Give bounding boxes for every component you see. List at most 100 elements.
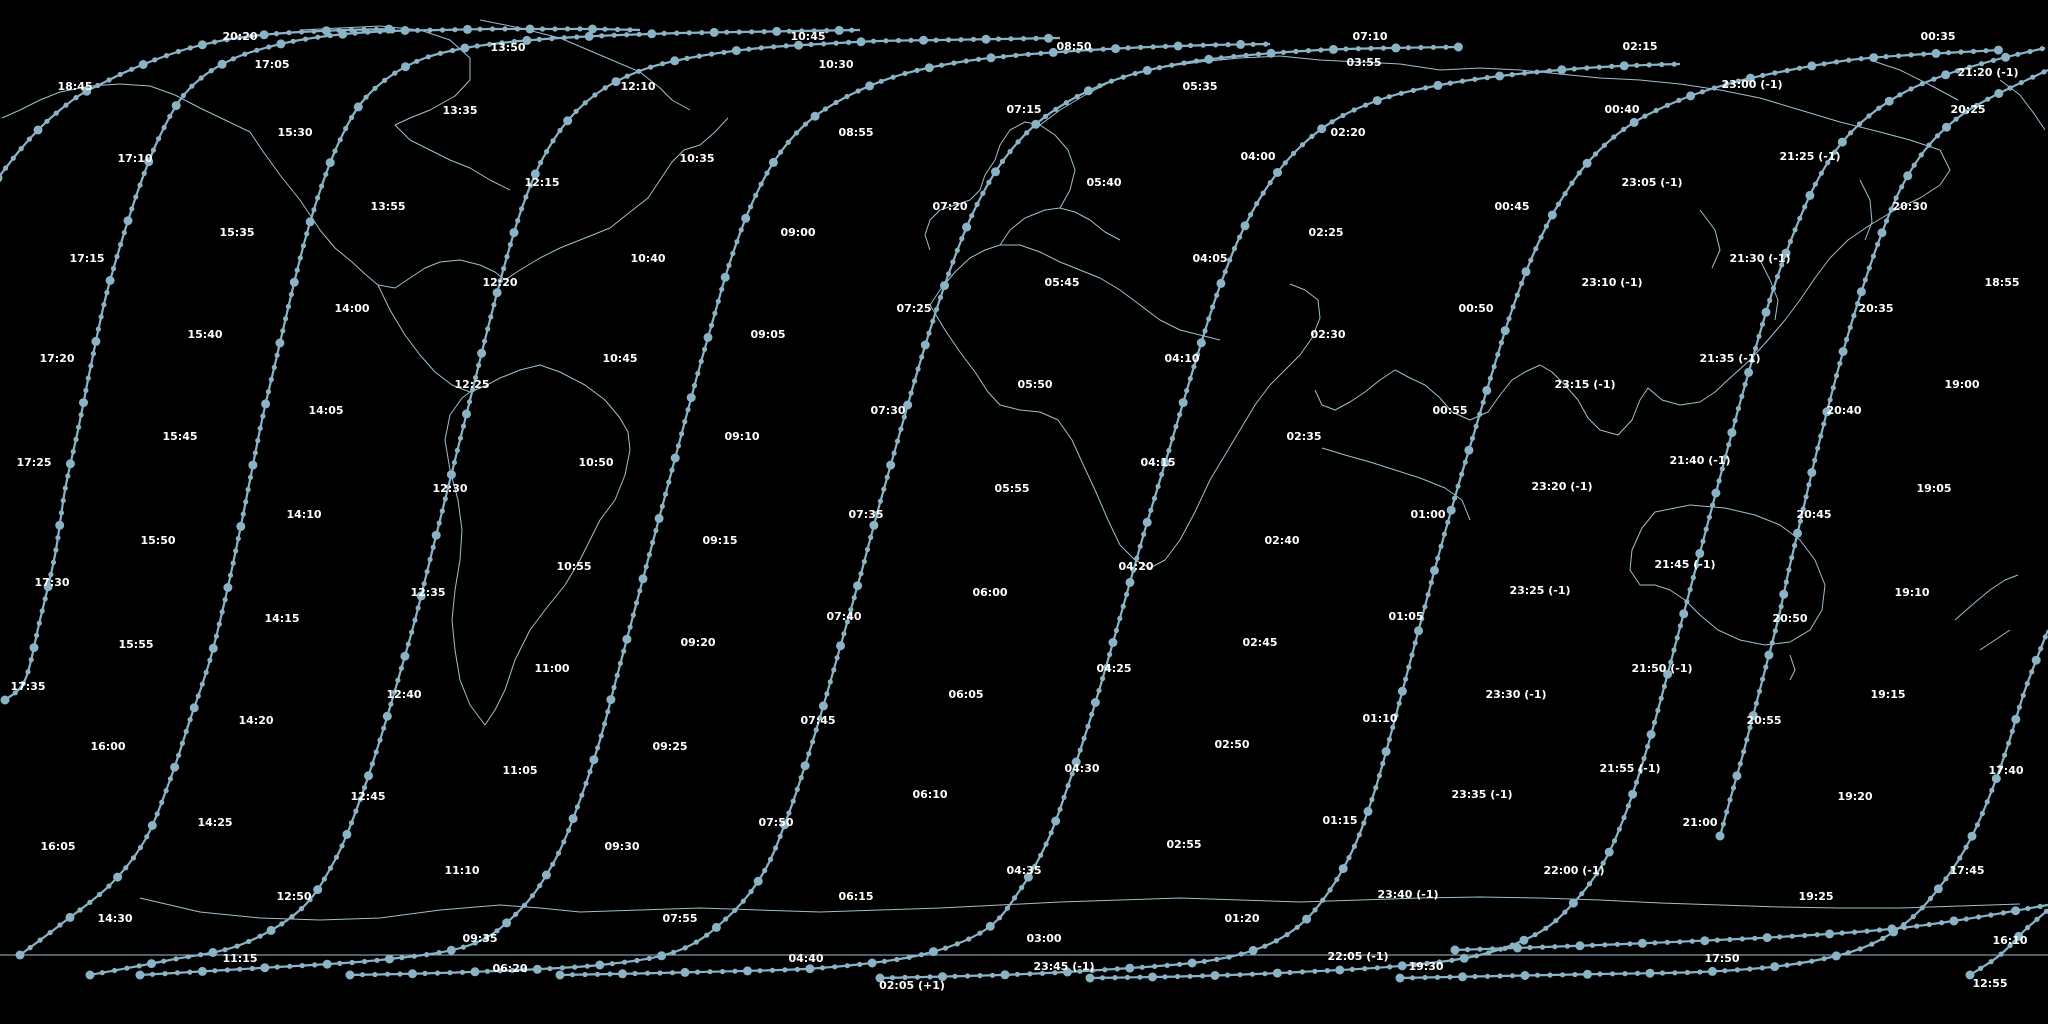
track-marker-minor	[321, 876, 327, 882]
track-marker-minor	[1627, 941, 1633, 947]
track-marker-minor	[946, 271, 952, 277]
track-marker-major	[1381, 747, 1391, 757]
track-marker-minor	[1396, 700, 1402, 706]
track-marker-minor	[1539, 944, 1546, 950]
track-marker-minor	[1806, 482, 1812, 488]
track-marker-minor	[1495, 351, 1501, 358]
track-marker-minor	[491, 302, 497, 308]
track-marker-minor	[633, 600, 640, 606]
time-label: 02:15	[1622, 40, 1657, 53]
track-marker-minor	[724, 29, 730, 35]
track-marker-minor	[1533, 246, 1539, 252]
track-marker-major	[595, 960, 605, 970]
track-marker-minor	[233, 548, 239, 554]
track-marker-minor	[552, 26, 558, 32]
track-marker-minor	[1918, 152, 1924, 158]
track-marker-minor	[1199, 973, 1206, 979]
track-marker-minor	[257, 933, 263, 939]
time-label: 21:50 (-1)	[1631, 662, 1692, 675]
track-marker-minor	[1866, 113, 1872, 119]
track-marker-minor	[1102, 967, 1108, 973]
track-marker-major	[768, 157, 778, 167]
coastline	[469, 364, 631, 451]
track-marker-minor	[1419, 616, 1425, 622]
track-marker-minor	[1833, 373, 1840, 379]
track-marker-minor	[289, 914, 295, 920]
track-marker-minor	[1797, 518, 1803, 524]
track-marker-minor	[1019, 885, 1025, 891]
track-marker-major	[1744, 367, 1754, 377]
track-marker-minor	[279, 921, 285, 927]
track-marker-minor	[599, 33, 605, 39]
time-label: 21:35 (-1)	[1699, 352, 1760, 365]
track-marker-minor	[219, 609, 225, 615]
track-marker-minor	[1000, 54, 1007, 60]
track-marker-minor	[392, 70, 398, 76]
track-marker-minor	[255, 437, 261, 444]
track-marker-minor	[952, 973, 958, 979]
coastline	[1394, 364, 1541, 421]
track-marker-minor	[1642, 113, 1648, 119]
track-marker-minor	[794, 786, 800, 793]
time-label: 23:00 (-1)	[1721, 78, 1782, 91]
track-marker-minor	[1779, 262, 1785, 268]
track-marker-minor	[1497, 973, 1503, 979]
track-marker-minor	[337, 137, 343, 143]
time-label: 08:50	[1056, 40, 1091, 53]
track-marker-minor	[2007, 85, 2013, 91]
time-label: 12:20	[482, 276, 517, 289]
track-marker-minor	[1770, 285, 1777, 292]
track-marker-minor	[1477, 411, 1483, 417]
track-marker-minor	[1048, 830, 1054, 836]
track-marker-minor	[1767, 297, 1773, 303]
track-marker-major	[492, 288, 502, 298]
coastline	[299, 25, 471, 126]
track-marker-major	[1993, 45, 2003, 55]
track-marker-minor	[1784, 67, 1790, 74]
time-label: 14:05	[308, 404, 343, 417]
track-marker-major	[1482, 385, 1492, 395]
track-marker-minor	[1312, 907, 1318, 913]
track-marker-minor	[1052, 970, 1058, 976]
track-marker-minor	[1543, 925, 1549, 931]
track-marker-minor	[1263, 41, 1269, 47]
time-label: 07:55	[662, 912, 697, 925]
track-marker-minor	[945, 37, 952, 43]
track-marker-minor	[60, 497, 66, 504]
track-marker-major	[805, 964, 815, 974]
track-marker-minor	[1998, 951, 2004, 957]
track-marker-minor	[696, 53, 702, 59]
track-marker-minor	[2018, 80, 2024, 86]
time-label: 07:25	[896, 302, 931, 315]
track-marker-minor	[538, 160, 544, 166]
track-marker-minor	[1978, 61, 1985, 67]
track-marker-major	[171, 101, 181, 111]
track-marker-minor	[1901, 925, 1907, 931]
track-marker-minor	[868, 534, 874, 541]
time-label: 04:20	[1118, 560, 1153, 573]
track-marker-minor	[381, 725, 387, 731]
track-marker-minor	[1249, 971, 1255, 977]
track-marker-minor	[439, 27, 446, 33]
track-marker-minor	[1069, 771, 1075, 777]
track-marker-major	[856, 37, 866, 47]
track-marker-minor	[502, 26, 508, 32]
track-marker-minor	[472, 940, 478, 946]
track-marker-major	[1700, 936, 1710, 946]
track-marker-major	[709, 27, 719, 37]
track-marker-minor	[454, 447, 460, 453]
track-marker-minor	[1700, 538, 1706, 544]
track-marker-minor	[999, 158, 1006, 164]
track-marker-minor	[1063, 48, 1069, 55]
track-marker-minor	[707, 969, 713, 975]
track-marker-minor	[1911, 162, 1917, 168]
track-marker-minor	[736, 29, 742, 35]
track-marker-minor	[466, 399, 473, 405]
time-label: 23:35 (-1)	[1451, 788, 1512, 801]
track-marker-minor	[646, 955, 652, 962]
track-marker-minor	[1294, 924, 1300, 930]
track-marker-major	[382, 711, 392, 721]
track-marker-minor	[1452, 495, 1458, 501]
track-marker-minor	[349, 959, 355, 966]
coastline	[504, 117, 729, 281]
